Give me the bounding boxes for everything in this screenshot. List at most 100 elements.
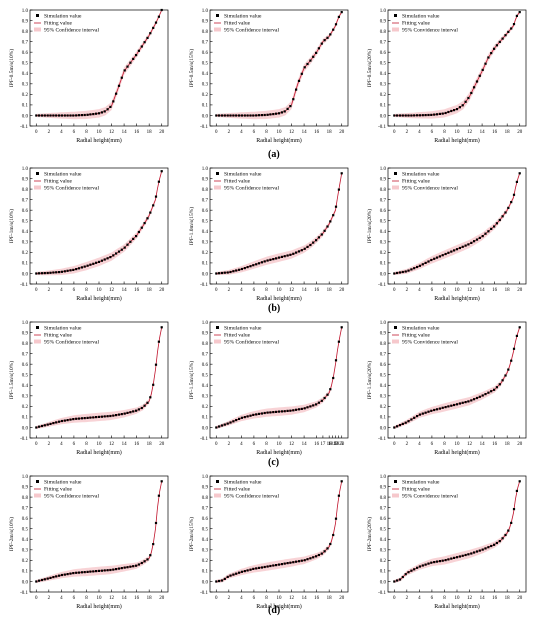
legend-simulation-label: Simulation value bbox=[224, 480, 262, 486]
simulation-point bbox=[418, 565, 421, 568]
y-tick-label: 0.5 bbox=[22, 62, 29, 67]
y-tick-label: 0.9 bbox=[380, 177, 387, 182]
simulation-point bbox=[229, 114, 232, 117]
simulation-point bbox=[444, 559, 447, 562]
simulation-point bbox=[323, 550, 326, 553]
simulation-point bbox=[43, 272, 46, 275]
simulation-point bbox=[504, 34, 507, 37]
x-tick-label: 2 bbox=[228, 288, 231, 293]
simulation-point bbox=[283, 110, 286, 113]
y-tick-label: -0.1 bbox=[200, 591, 208, 596]
simulation-point bbox=[149, 396, 152, 399]
x-tick-label: 0 bbox=[215, 288, 218, 293]
y-tick-label: 0.4 bbox=[22, 538, 29, 543]
simulation-point bbox=[435, 560, 439, 563]
simulation-point bbox=[115, 568, 118, 571]
x-tick-label: 12 bbox=[289, 130, 295, 135]
simulation-point bbox=[117, 250, 121, 253]
simulation-point bbox=[72, 114, 75, 117]
simulation-point bbox=[418, 413, 421, 416]
y-tick-label: 0.8 bbox=[22, 188, 29, 193]
simulation-point bbox=[46, 423, 49, 426]
x-tick-label: 6 bbox=[253, 130, 256, 135]
y-tick-label: 0.3 bbox=[202, 549, 209, 554]
simulation-point bbox=[109, 568, 112, 572]
x-tick-label: 18 bbox=[505, 596, 511, 601]
simulation-point bbox=[75, 571, 78, 574]
simulation-point bbox=[63, 573, 66, 576]
simulation-point bbox=[46, 577, 49, 580]
simulation-point bbox=[240, 416, 243, 419]
x-tick-label: 19 bbox=[333, 442, 339, 447]
simulation-point bbox=[455, 108, 459, 111]
simulation-point bbox=[277, 112, 281, 115]
simulation-point bbox=[413, 114, 416, 117]
simulation-point bbox=[223, 114, 226, 117]
simulation-point bbox=[401, 422, 404, 425]
simulation-point bbox=[154, 21, 158, 24]
simulation-point bbox=[280, 563, 283, 566]
simulation-point bbox=[398, 114, 402, 117]
simulation-point bbox=[69, 269, 72, 272]
simulation-point bbox=[481, 235, 484, 238]
legend-band-swatch bbox=[392, 27, 399, 32]
x-tick-label: 0 bbox=[35, 288, 38, 293]
simulation-point bbox=[427, 410, 430, 413]
x-tick-label: 4 bbox=[60, 130, 63, 135]
simulation-point bbox=[297, 560, 301, 563]
simulation-point bbox=[109, 105, 112, 108]
simulation-point bbox=[257, 412, 261, 415]
y-tick-label: 0.9 bbox=[22, 485, 29, 490]
y-tick-label: 0.2 bbox=[380, 93, 387, 98]
simulation-point bbox=[266, 113, 269, 116]
simulation-point bbox=[43, 424, 46, 427]
simulation-point bbox=[143, 404, 146, 407]
simulation-point bbox=[407, 269, 410, 272]
simulation-point bbox=[249, 265, 252, 268]
simulation-point bbox=[309, 405, 312, 408]
simulation-point bbox=[229, 574, 232, 577]
simulation-point bbox=[438, 407, 441, 410]
simulation-point bbox=[140, 45, 143, 48]
legend-ci-label: 95% Convidence interval bbox=[402, 28, 458, 34]
simulation-point bbox=[80, 571, 83, 574]
simulation-point bbox=[77, 571, 81, 574]
simulation-point bbox=[120, 248, 123, 251]
simulation-point bbox=[404, 270, 407, 273]
y-tick-label: 0.4 bbox=[22, 230, 29, 235]
simulation-point bbox=[407, 114, 410, 117]
simulation-point bbox=[92, 262, 95, 265]
simulation-point bbox=[407, 420, 410, 423]
confidence-band bbox=[394, 171, 520, 275]
chart-panel-c-2: -0.1 0.0 0.1 0.2 0.3 0.4 0.5 0.6 0.7 0.8 0.9 1.0 0 2 4… bbox=[188, 321, 349, 456]
simulation-point bbox=[243, 570, 246, 573]
simulation-point bbox=[481, 394, 484, 397]
simulation-point bbox=[289, 253, 292, 256]
x-tick-label: 6 bbox=[253, 288, 256, 293]
y-tick-label: 0.8 bbox=[202, 30, 209, 35]
simulation-point bbox=[312, 404, 315, 407]
simulation-point bbox=[501, 215, 504, 218]
legend-simulation-label: Simulation value bbox=[224, 326, 262, 332]
x-tick-label: 4 bbox=[418, 130, 421, 135]
simulation-point bbox=[275, 112, 278, 115]
legend-simulation-label: Simulation value bbox=[402, 14, 440, 20]
y-tick-label: 0.1 bbox=[22, 262, 29, 267]
simulation-point bbox=[43, 578, 46, 581]
simulation-point bbox=[438, 112, 441, 115]
x-axis-label: Radial height(mm) bbox=[434, 137, 480, 144]
y-tick-label: 0.2 bbox=[202, 93, 209, 98]
y-tick-label: 1.0 bbox=[202, 167, 209, 172]
simulation-point bbox=[58, 271, 61, 274]
simulation-point bbox=[518, 480, 521, 483]
simulation-point bbox=[455, 403, 459, 406]
simulation-point bbox=[286, 254, 289, 257]
simulation-point bbox=[461, 401, 464, 404]
x-tick-label: 18 bbox=[505, 130, 511, 135]
simulation-point bbox=[269, 113, 272, 116]
simulation-point bbox=[215, 114, 218, 117]
simulation-point bbox=[326, 547, 329, 550]
simulation-point bbox=[475, 238, 479, 241]
simulation-point bbox=[35, 426, 38, 429]
y-tick-label: 0.9 bbox=[22, 177, 29, 182]
